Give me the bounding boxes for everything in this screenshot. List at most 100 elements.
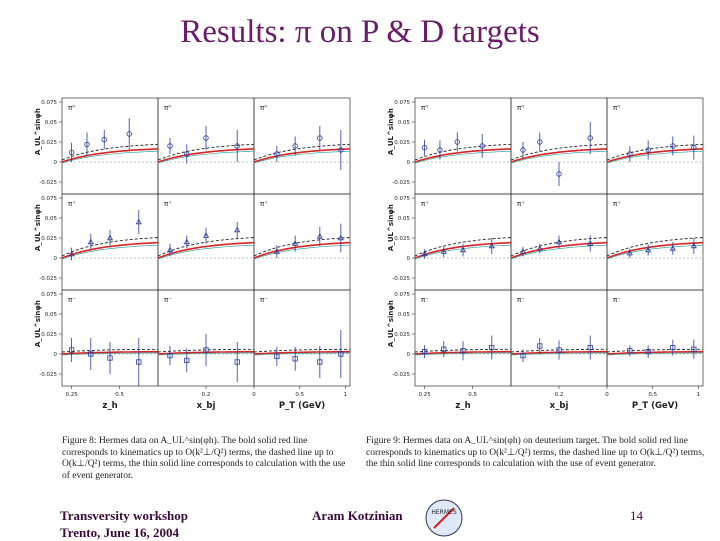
x-tick-label: 1 (344, 392, 348, 398)
panel-frame (253, 289, 351, 387)
slide-title: Results: π on P & D targets (180, 14, 540, 50)
data-point (126, 131, 132, 137)
x-tick-label: 0.5 (295, 392, 304, 398)
data-point (274, 151, 280, 157)
x-axis-label: P_T (GeV) (279, 401, 325, 411)
data-point (489, 344, 495, 351)
row-label: π⁰ (260, 104, 267, 112)
y-tick-label: 0 (54, 256, 58, 262)
model-curve-bold (510, 148, 608, 163)
row-label: π⁺ (68, 200, 76, 208)
model-curve-thin (253, 352, 351, 356)
y-axis-label: A_UL^sinφh (34, 300, 42, 347)
data-point (669, 244, 676, 251)
data-point (645, 348, 651, 355)
model-curve-dashed (414, 237, 512, 257)
model-curve-thin (510, 150, 608, 164)
panel-frame (606, 289, 704, 387)
y-axis-label: A_UL^sinφh (387, 300, 395, 347)
x-tick-label: 0.5 (115, 392, 124, 398)
row-label: π⁰ (164, 104, 171, 112)
data-point (520, 352, 526, 359)
model-curve-dashed (606, 237, 704, 257)
data-point (316, 232, 323, 239)
model-curve-dashed (253, 348, 351, 353)
model-curve-thin (157, 244, 255, 260)
logo-text: HERMES (431, 509, 456, 516)
y-tick-label: -0.025 (39, 276, 57, 282)
x-axis-label: x_bj (550, 401, 569, 411)
y-tick-label: 0.075 (394, 100, 410, 106)
y-tick-label: 0 (407, 256, 411, 262)
x-tick-label: 0.25 (418, 392, 431, 398)
data-point (274, 353, 280, 360)
data-point (488, 242, 495, 249)
y-tick-label: 0.075 (41, 196, 57, 202)
figure-caption-right: Figure 9: Hermes data on A_UL^sin(φh) on… (366, 436, 705, 469)
model-curve-bold (157, 241, 255, 259)
model-curve-thin (61, 244, 159, 260)
model-curve-bold (253, 350, 350, 355)
x-tick-label: 0.5 (648, 392, 657, 398)
row-label: π⁺ (517, 200, 525, 208)
data-point (555, 238, 563, 245)
y-tick-label: -0.025 (39, 372, 57, 378)
y-tick-label: 0.05 (398, 120, 411, 126)
page-number: 14 (630, 508, 643, 523)
row-label: π⁻ (164, 296, 172, 304)
data-point (537, 343, 543, 349)
model-curve-bold (253, 241, 351, 259)
data-point (690, 242, 697, 249)
hermes-logo: HERMES (425, 499, 463, 537)
data-point (88, 351, 94, 357)
data-point (203, 135, 209, 141)
panel-frame (61, 97, 159, 195)
y-tick-label: 0.025 (394, 140, 410, 146)
row-label: π⁰ (421, 104, 428, 112)
panel-frame (606, 97, 704, 195)
model-curve-dashed (253, 143, 351, 161)
data-point (437, 147, 443, 153)
y-tick-label: 0.025 (41, 332, 57, 338)
x-axis-label: z_h (102, 401, 117, 411)
data-point (536, 244, 543, 251)
data-point (317, 135, 323, 141)
data-point (337, 234, 344, 241)
data-point (670, 143, 676, 149)
y-tick-label: 0.025 (394, 332, 410, 338)
row-label: π⁺ (260, 200, 268, 208)
x-axis-label: z_h (455, 401, 470, 411)
x-tick-label: 0 (252, 392, 256, 398)
row-label: π⁰ (517, 104, 524, 112)
data-point (101, 136, 107, 143)
model-curve-thin (510, 244, 608, 260)
model-curve-bold (606, 241, 704, 259)
data-point (587, 135, 593, 141)
model-curve-dashed (157, 143, 255, 161)
data-point (556, 171, 562, 177)
model-curve-dashed (414, 348, 512, 353)
y-tick-label: 0.05 (45, 312, 58, 318)
data-point (627, 151, 633, 157)
x-axis-label: x_bj (197, 401, 216, 411)
data-point (135, 218, 142, 225)
model-curve-thin (157, 150, 255, 164)
data-point (587, 240, 594, 246)
footer-workshop: Transversity workshop (60, 508, 188, 523)
row-label: π⁻ (68, 296, 76, 304)
model-curve-bold (157, 148, 255, 163)
model-curve-bold (253, 148, 351, 163)
y-axis-label: A_UL^sinφh (387, 204, 395, 251)
footer-place: Trento, June 16, 2004 (60, 525, 180, 540)
data-point (587, 344, 593, 351)
model-curve-bold (414, 148, 512, 163)
row-label: π⁺ (613, 200, 621, 208)
model-curve-bold (606, 148, 704, 163)
y-tick-label: 0.025 (394, 236, 410, 242)
row-label: π⁻ (517, 296, 525, 304)
x-tick-label: 0 (605, 392, 609, 398)
data-point (441, 346, 447, 352)
data-point (183, 238, 190, 245)
y-tick-label: -0.025 (392, 180, 410, 186)
y-tick-label: 0.075 (394, 196, 410, 202)
